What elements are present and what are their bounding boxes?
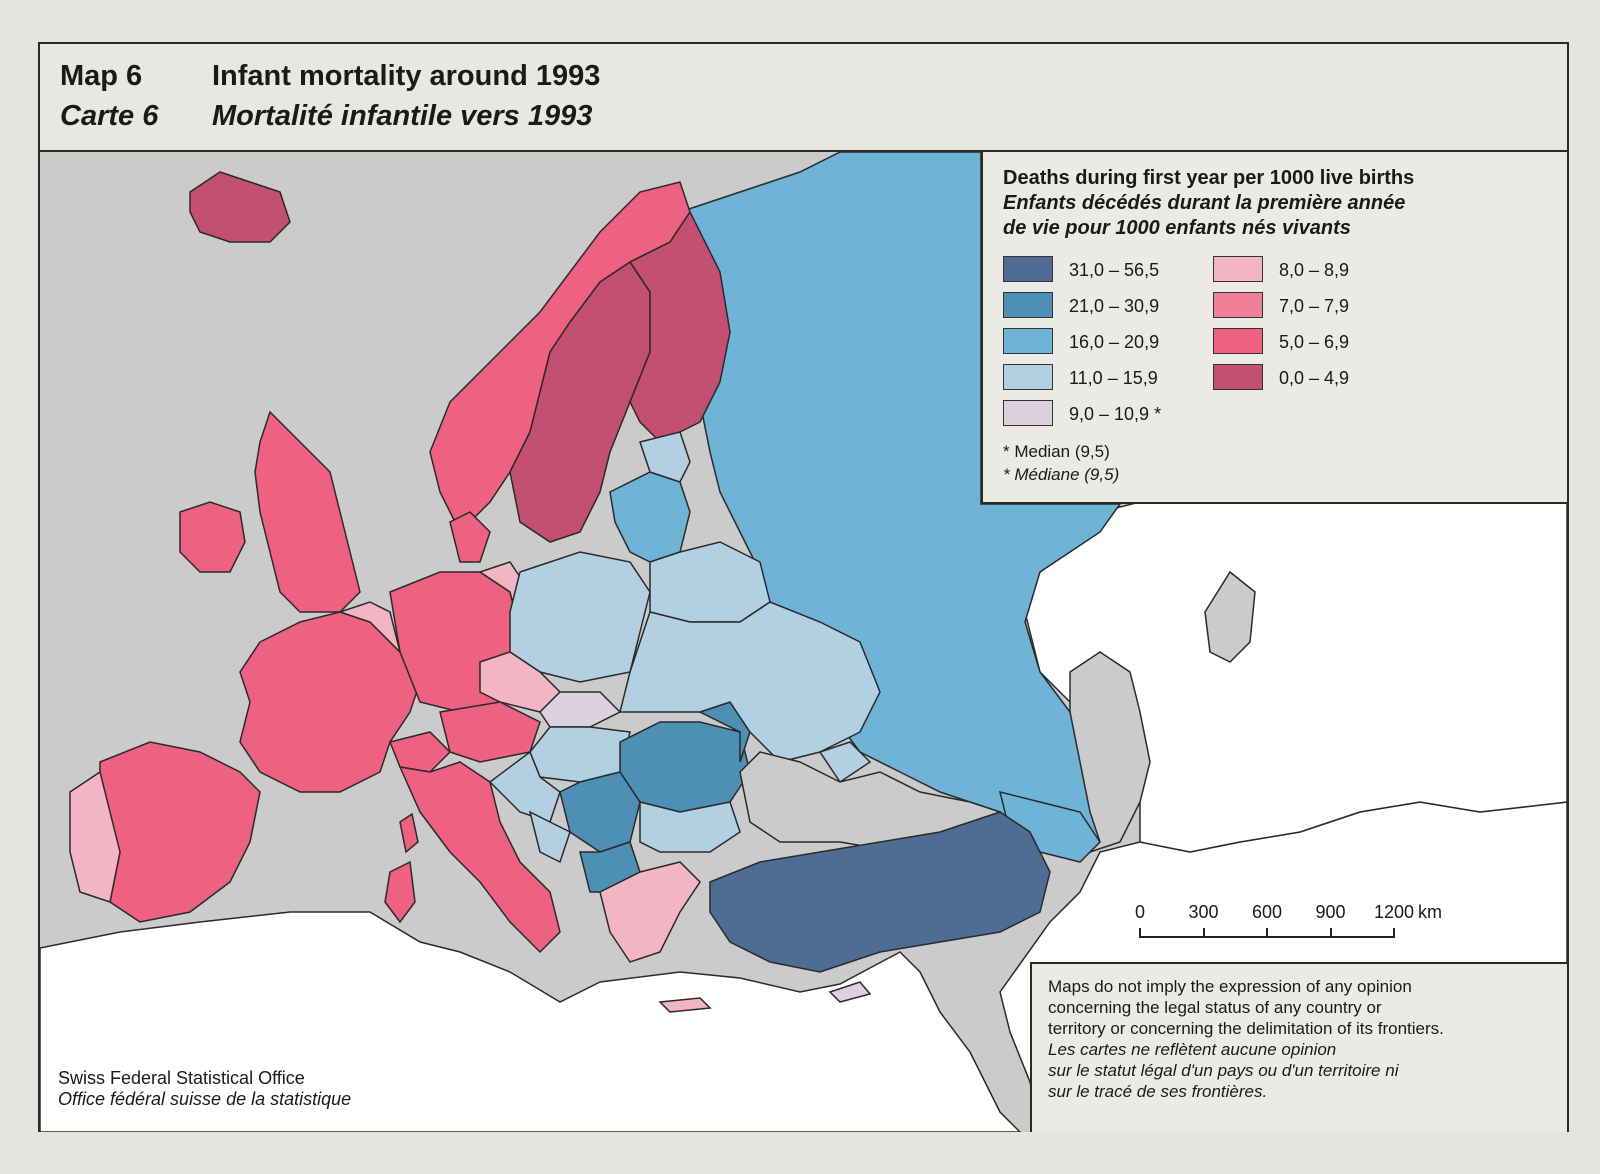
legend-swatch (1003, 364, 1053, 390)
legend-label: 11,0 – 15,9 (1069, 368, 1158, 388)
country-austria (439, 701, 541, 763)
legend-swatch (1003, 400, 1053, 426)
country-serbia (559, 771, 641, 853)
scale-bar: 0 300 600 900 1200 km (1135, 902, 1470, 952)
legend-swatch (1003, 328, 1053, 354)
legend-label: 0,0 – 4,9 (1279, 368, 1350, 388)
country-turkey (709, 811, 1051, 973)
country-portugal (69, 770, 121, 903)
legend-label: 31,0 – 56,5 (1069, 260, 1160, 280)
map-area: Deaths during first year per 1000 live b… (40, 150, 1567, 1132)
country-romania (619, 721, 751, 813)
source-credit: Swiss Federal Statistical Office Office … (58, 1068, 351, 1110)
country-denmark (449, 511, 491, 563)
median-note-en: * Median (9,5) (1003, 442, 1110, 461)
scale-tick (1266, 928, 1268, 938)
legend-label: 21,0 – 30,9 (1069, 296, 1160, 316)
country-uk (254, 410, 361, 613)
country-poland (509, 551, 651, 683)
scale-tick-label: 1200 (1373, 902, 1415, 922)
map-title-en: Infant mortality around 1993 (212, 60, 601, 92)
country-belgium (337, 601, 402, 655)
map-legend: Deaths during first year per 1000 live b… (981, 152, 1567, 504)
title-row-fr: Carte 6 Mortalité infantile vers 1993 (60, 100, 592, 133)
legend-swatch (1213, 256, 1263, 282)
source-en: Swiss Federal Statistical Office (58, 1068, 305, 1088)
country-crete (658, 997, 712, 1013)
region-aral (1204, 570, 1256, 663)
legend-label: 9,0 – 10,9 * (1069, 404, 1162, 424)
country-spain (99, 741, 261, 923)
country-cyprus (828, 981, 872, 1003)
disclaimer-en-3: territory or concerning the delimitation… (1048, 1019, 1444, 1038)
country-crimea (818, 741, 872, 784)
legend-swatch (1003, 256, 1053, 282)
scale-tick-label: 300 (1188, 902, 1219, 922)
region-north-africa (40, 911, 1022, 1132)
scale-tick-label: 0 (1134, 902, 1146, 922)
disclaimer-box: Maps do not imply the expression of any … (1030, 962, 1567, 1132)
legend-swatch (1213, 328, 1263, 354)
map-number-fr: Carte 6 (60, 100, 159, 132)
scale-line (1140, 936, 1394, 938)
disclaimer-en-2: concerning the legal status of any count… (1048, 998, 1382, 1017)
map-frame: Map 6 Infant mortality around 1993 Carte … (38, 42, 1569, 1132)
country-switzerland (388, 731, 452, 773)
country-greece (599, 861, 701, 963)
map-number-en: Map 6 (60, 60, 143, 92)
legend-title-fr-line2: de vie pour 1000 enfants nés vivants (1003, 217, 1351, 239)
disclaimer-fr-2: sur le statut légal d'un pays ou d'un te… (1048, 1061, 1399, 1080)
scale-tick (1329, 928, 1332, 938)
map-header: Map 6 Infant mortality around 1993 Carte … (40, 44, 1567, 150)
median-note-fr: * Médiane (9,5) (1003, 465, 1120, 484)
disclaimer-en-1: Maps do not imply the expression of any … (1048, 977, 1412, 996)
country-iceland (189, 171, 291, 243)
europe-map (40, 152, 1567, 1132)
legend-swatch (1213, 292, 1263, 318)
legend-label: 5,0 – 6,9 (1279, 332, 1350, 352)
legend-note: * Median (9,5) * Médiane (9,5) (1003, 440, 1119, 486)
scale-tick (1202, 928, 1205, 938)
scale-unit: km (1418, 902, 1442, 922)
country-corsica (399, 812, 419, 854)
country-bosnia (528, 810, 571, 864)
legend-swatch (1213, 364, 1263, 390)
scale-tick-label: 900 (1315, 902, 1346, 922)
scale-tick (1393, 928, 1395, 938)
map-title-fr: Mortalité infantile vers 1993 (212, 100, 593, 132)
country-ukraine (619, 601, 881, 763)
scale-tick-label: 600 (1251, 902, 1283, 922)
title-row-en: Map 6 Infant mortality around 1993 (60, 60, 600, 93)
country-bulgaria (639, 801, 741, 853)
country-finland (628, 210, 731, 443)
source-fr: Office fédéral suisse de la statistique (58, 1089, 352, 1109)
scale-tick (1139, 928, 1141, 938)
disclaimer-fr-1: Les cartes ne reflètent aucune opinion (1048, 1040, 1337, 1059)
disclaimer-fr-3: sur le tracé de ses frontières. (1048, 1082, 1268, 1101)
legend-label: 8,0 – 8,9 (1279, 260, 1350, 280)
legend-title-en: Deaths during first year per 1000 live b… (1003, 167, 1415, 189)
country-sardinia (384, 860, 416, 924)
legend-title: Deaths during first year per 1000 live b… (1003, 166, 1563, 241)
country-ireland (179, 501, 246, 573)
legend-title-fr-line1: Enfants décédés durant la première année (1003, 192, 1406, 214)
legend-label: 7,0 – 7,9 (1279, 296, 1350, 316)
legend-label: 16,0 – 20,9 (1069, 332, 1160, 352)
country-italy (398, 761, 561, 954)
country-estonia (639, 431, 691, 483)
legend-swatch (1003, 292, 1053, 318)
country-baltics (609, 471, 691, 563)
